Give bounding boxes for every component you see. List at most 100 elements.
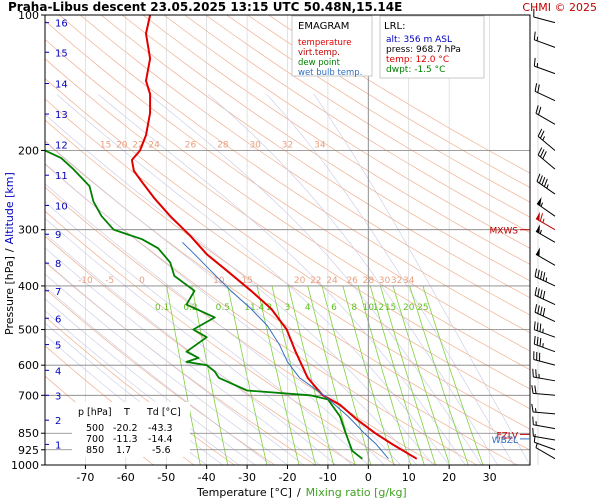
- dry-adiabat-label: 26: [185, 140, 197, 150]
- mixing-ratio-label: 0.1: [155, 303, 169, 313]
- pressure-tick-label: 200: [18, 144, 39, 157]
- table-cell: -5.6: [152, 445, 171, 456]
- mixing-ratio-label: 3: [285, 303, 291, 313]
- dry-adiabat-label: 30: [249, 140, 261, 150]
- temperature-tick-label: 20: [442, 471, 456, 484]
- dry-adiabat-label: 24: [148, 140, 160, 150]
- mixing-ratio-label: 25: [417, 303, 428, 313]
- x-axis-title-mixing: Mixing ratio [g/kg]: [306, 486, 407, 499]
- table-cell: -43.3: [148, 423, 173, 434]
- altitude-tick-label: 10: [55, 201, 68, 212]
- table-cell: 1.7: [116, 445, 131, 456]
- altitude-tick-label: 5: [55, 341, 61, 352]
- mixing-ratio-label: 8: [351, 303, 357, 313]
- pressure-tick-label: 850: [18, 427, 39, 440]
- wind-barb-half: [535, 408, 536, 412]
- level-marker-label: MXWS: [489, 227, 518, 237]
- temperature-tick-label: -60: [117, 471, 135, 484]
- y-axis-title-pressure: Pressure [hPa]: [3, 256, 16, 335]
- dry-adiabat-label: 34: [403, 276, 415, 286]
- mixing-ratio-label: 6: [331, 303, 337, 313]
- mixing-ratio-label: 12: [373, 303, 384, 313]
- table-cell: 700: [86, 434, 104, 445]
- altitude-tick-label: 4: [55, 366, 61, 377]
- altitude-tick-label: 13: [55, 110, 68, 121]
- altitude-tick-label: 16: [55, 19, 68, 30]
- mixing-ratio-label: 15: [385, 303, 396, 313]
- dry-adiabat-label: -10: [78, 276, 93, 286]
- pressure-tick-label: 400: [18, 280, 39, 293]
- lrl-temperature: temp: 12.0 °C: [386, 55, 449, 65]
- pressure-tick-label: 100: [18, 9, 39, 22]
- chart-title: Praha-Libus descent 23.05.2025 13:15 UTC…: [8, 0, 402, 14]
- wind-barb-full: [533, 428, 534, 436]
- mixing-ratio-label: 4: [305, 303, 311, 313]
- dry-adiabat-label: -5: [105, 276, 114, 286]
- temperature-tick-label: 30: [483, 471, 497, 484]
- table-cell: -20.2: [113, 423, 138, 434]
- mixing-ratio-label: 0.5: [216, 303, 230, 313]
- level-marker-label: WBZL: [492, 436, 518, 446]
- dry-adiabat-label: 32: [282, 140, 293, 150]
- legend-item-wet-bulb: wet bulb temp.: [298, 68, 362, 78]
- dry-adiabat-label: 28: [217, 140, 229, 150]
- table-header-p: p [hPa]: [78, 407, 112, 418]
- summary-table: p [hPa] T Td [°C] 500 -20.2 -43.3 700 -1…: [72, 402, 190, 457]
- dry-adiabat-label: 20: [294, 276, 306, 286]
- altitude-tick-label: 14: [55, 80, 68, 91]
- table-cell: 850: [86, 445, 104, 456]
- altitude-tick-label: 1: [55, 440, 61, 451]
- temperature-tick-label: 0: [365, 471, 372, 484]
- dry-adiabat-label: 20: [116, 140, 128, 150]
- dry-adiabat-label: 28: [363, 276, 375, 286]
- dry-adiabat-label: 0: [139, 276, 145, 286]
- altitude-tick-label: 11: [55, 171, 68, 182]
- altitude-tick-label: 2: [55, 416, 61, 427]
- pressure-tick-label: 500: [18, 324, 39, 337]
- altitude-tick-label: 6: [55, 314, 61, 325]
- temperature-tick-label: -30: [238, 471, 256, 484]
- altitude-tick-label: 9: [55, 230, 61, 241]
- lrl-title: LRL:: [384, 21, 405, 32]
- legend-title: EMAGRAM: [298, 21, 349, 32]
- lrl-pressure: press: 968.7 hPa: [386, 45, 461, 55]
- pressure-tick-label: 600: [18, 359, 39, 372]
- wind-barb-full: [533, 417, 534, 425]
- altitude-tick-label: 8: [55, 259, 61, 270]
- pressure-tick-label: 1000: [11, 459, 39, 472]
- pressure-tick-label: 700: [18, 389, 39, 402]
- altitude-tick-label: 7: [55, 287, 61, 298]
- dry-adiabat-label: 32: [391, 276, 402, 286]
- dry-adiabat-label: 15: [100, 140, 111, 150]
- lrl-dewpoint: dwpt: -1.5 °C: [386, 65, 445, 75]
- temperature-tick-label: -10: [319, 471, 337, 484]
- altitude-tick-label: 3: [55, 391, 61, 402]
- pressure-tick-label: 300: [18, 224, 39, 237]
- table-cell: 500: [86, 423, 104, 434]
- dry-adiabat-label: 22: [310, 276, 321, 286]
- mixing-ratio-label: 1.4: [250, 303, 265, 313]
- temperature-tick-label: -40: [198, 471, 216, 484]
- dry-adiabat-label: 10: [213, 276, 225, 286]
- wind-barb-full: [536, 369, 537, 377]
- x-axis-title-sep: /: [297, 486, 301, 499]
- x-axis-title-temperature: Temperature [°C]: [196, 486, 292, 499]
- dry-adiabat-label: 34: [314, 140, 326, 150]
- dry-adiabat-label: 26: [346, 276, 358, 286]
- legend-item-temperature: temperature: [298, 38, 351, 48]
- lrl-altitude: alt: 356 m ASL: [386, 35, 452, 45]
- table-cell: -11.3: [113, 434, 138, 445]
- mixing-ratio-label: 20: [403, 303, 415, 313]
- dry-adiabat-label: 30: [379, 276, 391, 286]
- temperature-tick-label: -70: [76, 471, 94, 484]
- legend-item-dew-point: dew point: [298, 58, 341, 68]
- legend: EMAGRAM temperature virt.temp. dew point…: [292, 16, 372, 78]
- table-header-td: Td [°C]: [146, 407, 181, 418]
- pressure-tick-label: 925: [18, 444, 39, 457]
- dry-adiabat-label: 24: [326, 276, 338, 286]
- wind-barb-full: [533, 369, 534, 377]
- temperature-tick-label: -20: [279, 471, 297, 484]
- lrl-box: LRL: alt: 356 m ASL press: 968.7 hPa tem…: [380, 16, 484, 78]
